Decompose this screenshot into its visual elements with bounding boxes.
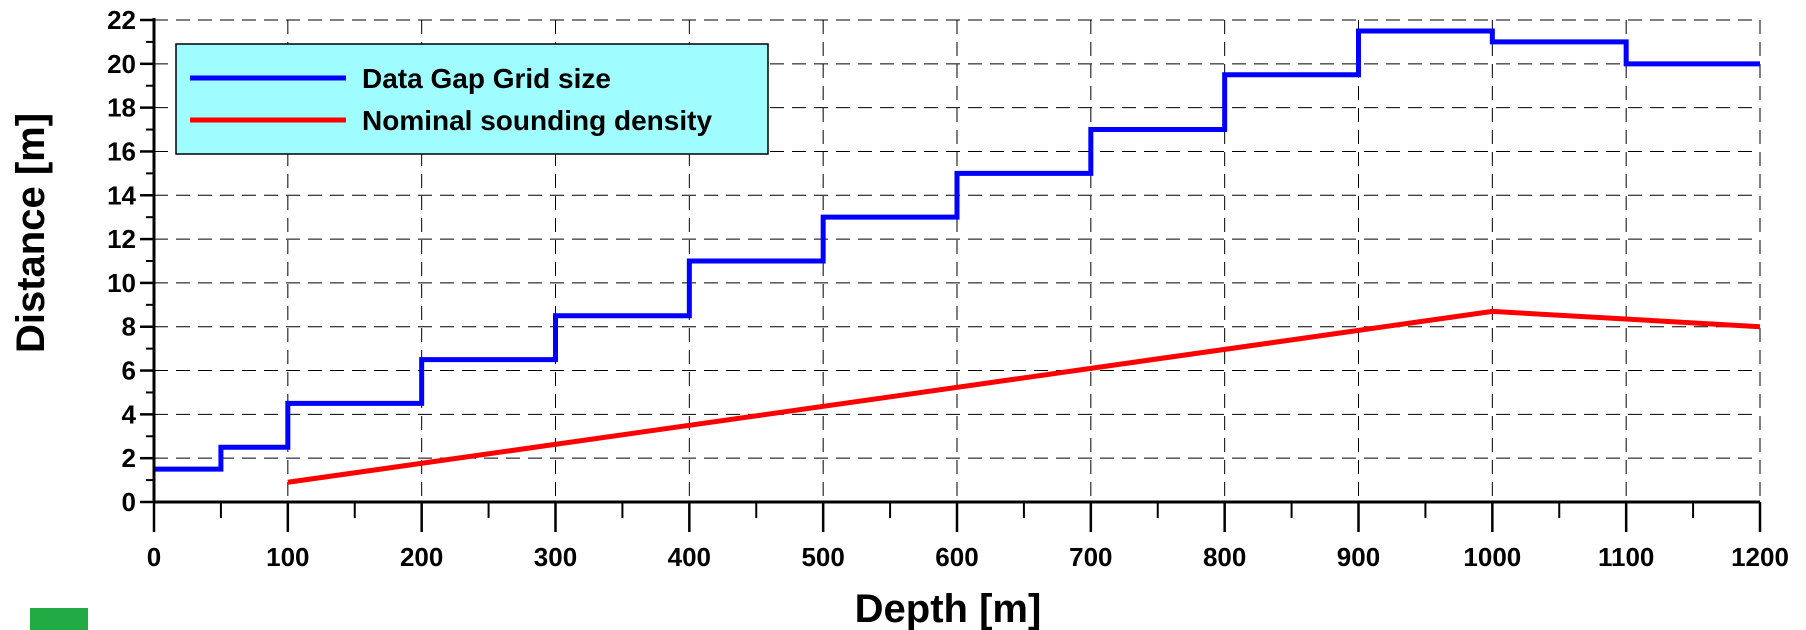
series-lines: [154, 28, 1761, 485]
x-tick-label: 100: [266, 542, 309, 572]
legend-label-nominal-sounding-density: Nominal sounding density: [362, 105, 712, 136]
y-tick-label: 18: [107, 93, 136, 123]
y-tick-label: 12: [107, 224, 136, 254]
y-tick-label: 8: [122, 312, 136, 342]
x-tick-label: 1100: [1598, 542, 1654, 572]
y-tick-label: 20: [107, 49, 136, 79]
x-tick-label: 800: [1203, 542, 1246, 572]
legend: Data Gap Grid size Nominal sounding dens…: [175, 43, 769, 155]
tick-labels: 0 2 4 6 8 10 12 14 16 18 20 22 0 100 200 300 400 500 600 70…: [107, 5, 1789, 572]
y-tick-label: 6: [122, 356, 136, 386]
x-tick-label: 400: [668, 542, 711, 572]
y-tick-label: 16: [107, 136, 136, 166]
x-tick-label: 600: [935, 542, 978, 572]
x-tick-label: 1200: [1731, 542, 1789, 572]
x-tick-label: 300: [534, 542, 577, 572]
x-tick-label: 200: [400, 542, 443, 572]
y-tick-label: 4: [122, 399, 137, 429]
series-line-nominal-sounding-density: [287, 308, 1761, 485]
y-tick-label: 22: [107, 5, 136, 35]
corner-logo-mark: [30, 608, 88, 630]
series-line-data-gap-grid-size: [154, 28, 1760, 472]
y-axis-title: Distance [m]: [9, 113, 53, 353]
x-tick-label: 500: [801, 542, 844, 572]
x-tick-label: 900: [1337, 542, 1380, 572]
axes: [140, 18, 1762, 532]
x-axis-title: Depth [m]: [855, 587, 1042, 630]
y-tick-label: 2: [122, 443, 136, 473]
legend-box: [175, 43, 769, 155]
x-tick-label: 0: [147, 542, 161, 572]
y-tick-label: 0: [122, 487, 136, 517]
legend-label-data-gap-grid-size: Data Gap Grid size: [362, 63, 611, 94]
x-tick-label: 1000: [1463, 542, 1521, 572]
y-tick-label: 14: [107, 180, 136, 210]
y-tick-label: 10: [107, 268, 136, 298]
x-tick-label: 700: [1069, 542, 1112, 572]
